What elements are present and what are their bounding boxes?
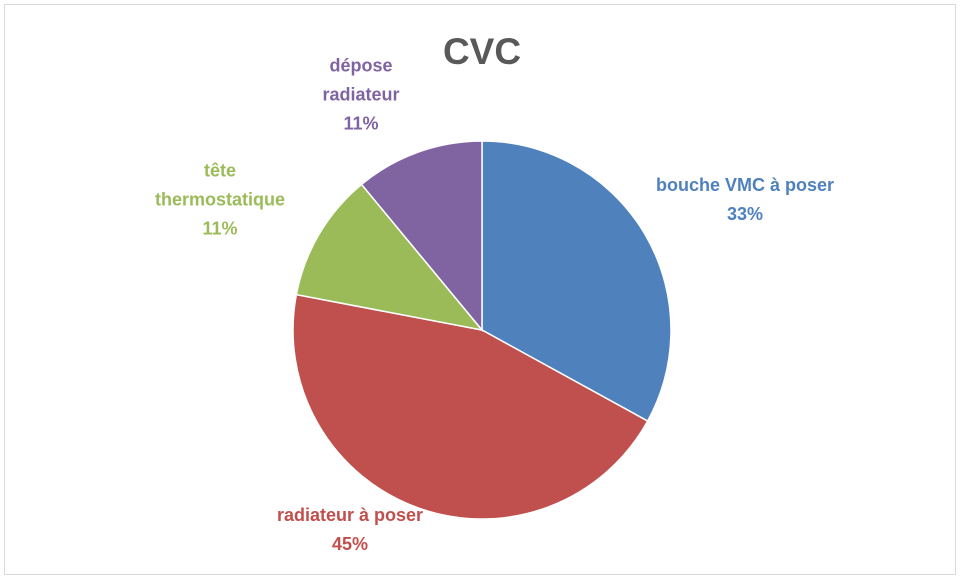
pie-slice <box>481 140 672 423</box>
slice-label: radiateur à poser 45% <box>275 501 425 559</box>
category-label: tête thermostatique <box>154 160 286 210</box>
value-label: 45% <box>331 534 369 554</box>
chart-title: CVC <box>442 31 522 72</box>
slice-label: dépose radiateur 11% <box>306 52 416 139</box>
pie-slice <box>292 293 649 520</box>
slice-label: bouche VMC à poser 33% <box>655 171 835 229</box>
category-label: bouche VMC à poser <box>655 175 835 195</box>
value-label: 33% <box>726 204 764 224</box>
category-label: dépose radiateur <box>322 55 400 105</box>
category-label: radiateur à poser <box>276 505 424 525</box>
value-label: 11% <box>202 218 238 239</box>
pie-slice <box>295 183 484 332</box>
pie-slice <box>360 140 483 333</box>
value-label: 11% <box>343 113 379 134</box>
chart-frame <box>4 4 956 575</box>
slice-label: tête thermostatique 11% <box>140 157 300 244</box>
